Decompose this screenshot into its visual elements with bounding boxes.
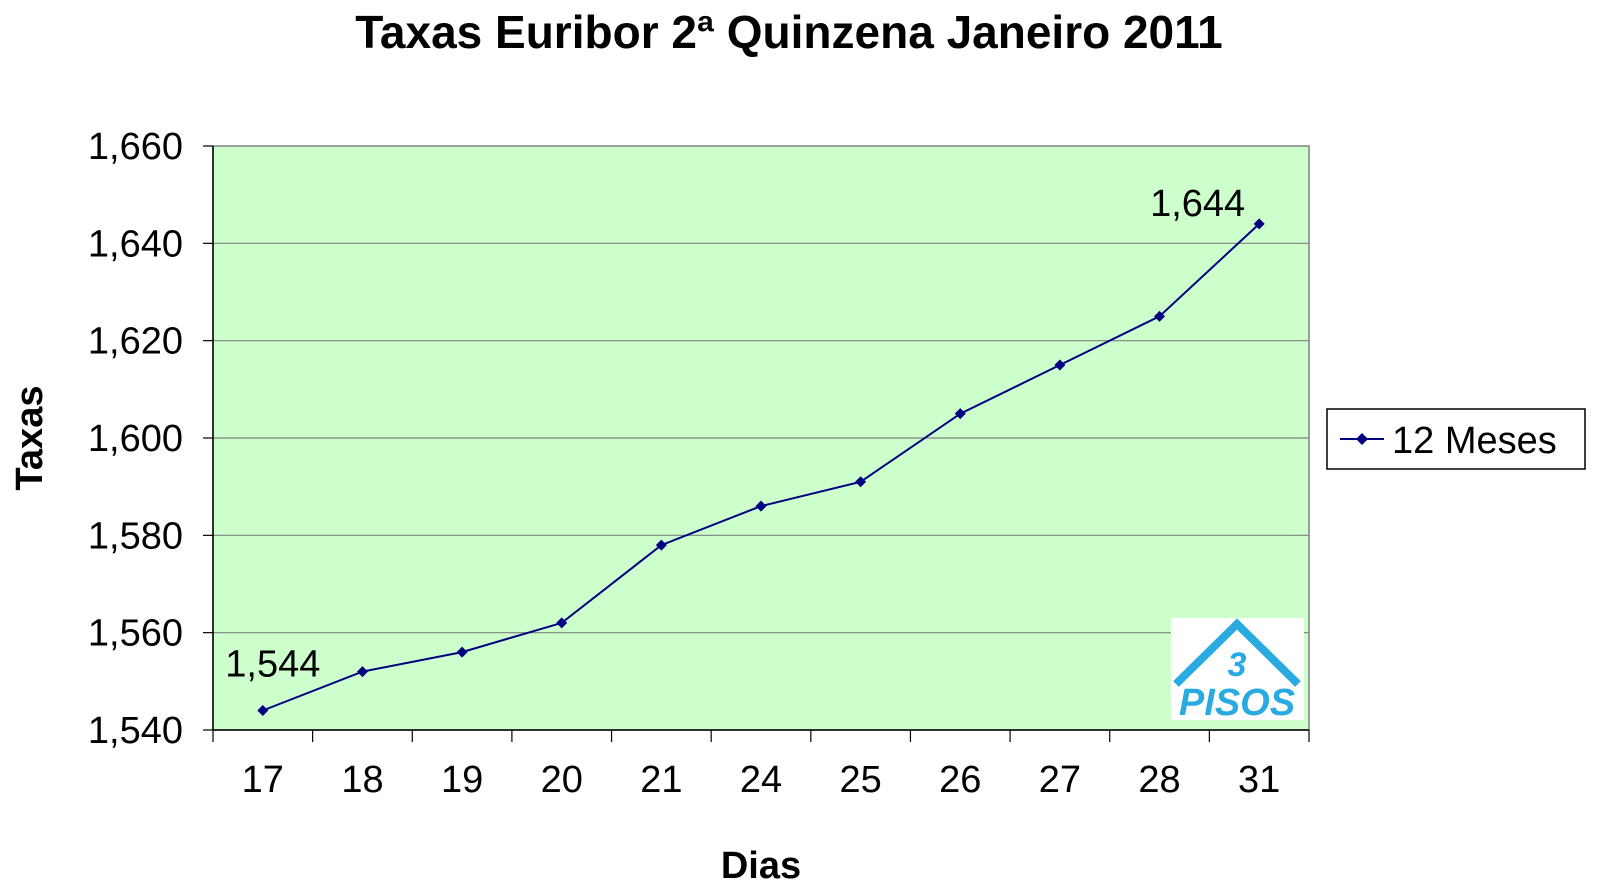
x-tick-label: 26 bbox=[939, 759, 981, 801]
x-tick-label: 18 bbox=[341, 759, 383, 801]
legend-marker bbox=[1356, 433, 1368, 445]
y-tick-label: 1,640 bbox=[88, 223, 183, 265]
x-axis: 17 18 19 20 21 24 25 26 27 28 31 bbox=[212, 729, 1310, 801]
x-tick-label: 28 bbox=[1138, 759, 1180, 801]
y-tick-label: 1,580 bbox=[88, 515, 183, 557]
x-tick-label: 25 bbox=[839, 759, 881, 801]
data-point bbox=[456, 646, 468, 658]
legend: 12 Meses bbox=[1326, 408, 1586, 470]
y-axis-title: Taxas bbox=[9, 386, 51, 491]
logo-number: 3 bbox=[1228, 646, 1247, 684]
data-point bbox=[1253, 218, 1265, 230]
house-roof-icon bbox=[1173, 618, 1301, 687]
x-tick-label: 27 bbox=[1039, 759, 1081, 801]
y-tick-label: 1,540 bbox=[88, 710, 183, 752]
data-point bbox=[556, 617, 568, 629]
y-tick-label: 1,660 bbox=[88, 126, 183, 168]
y-tick-label: 1,600 bbox=[88, 418, 183, 460]
grid-lines bbox=[213, 242, 1309, 634]
x-tick-label: 19 bbox=[441, 759, 483, 801]
logo-text: PISOS bbox=[1179, 682, 1295, 724]
x-tick-label: 21 bbox=[640, 759, 682, 801]
y-axis: 1,540 1,560 1,580 1,600 1,620 1,640 1,660 bbox=[88, 126, 214, 752]
x-tick-label: 24 bbox=[740, 759, 782, 801]
data-point bbox=[356, 666, 368, 678]
x-tick-label: 20 bbox=[541, 759, 583, 801]
x-tick-label: 31 bbox=[1238, 759, 1280, 801]
data-point bbox=[655, 539, 667, 551]
y-tick-label: 1,560 bbox=[88, 613, 183, 655]
data-point bbox=[855, 476, 867, 488]
data-label: 1,644 bbox=[1150, 183, 1245, 225]
data-point bbox=[257, 705, 269, 717]
data-label: 1,544 bbox=[225, 644, 320, 686]
data-point bbox=[755, 500, 767, 512]
three-pisos-logo: 3 PISOS bbox=[1171, 618, 1304, 724]
data-point bbox=[1154, 310, 1166, 322]
x-axis-title: Dias bbox=[721, 845, 801, 886]
data-labels: 1,544 1,644 bbox=[225, 183, 1245, 686]
data-point bbox=[954, 408, 966, 420]
legend-label: 12 Meses bbox=[1392, 420, 1557, 462]
x-tick-label: 17 bbox=[242, 759, 284, 801]
series-12-meses bbox=[257, 218, 1265, 717]
data-point bbox=[1054, 359, 1066, 371]
chart-title: Taxas Euribor 2ª Quinzena Janeiro 2011 bbox=[355, 6, 1223, 58]
y-tick-label: 1,620 bbox=[88, 321, 183, 363]
